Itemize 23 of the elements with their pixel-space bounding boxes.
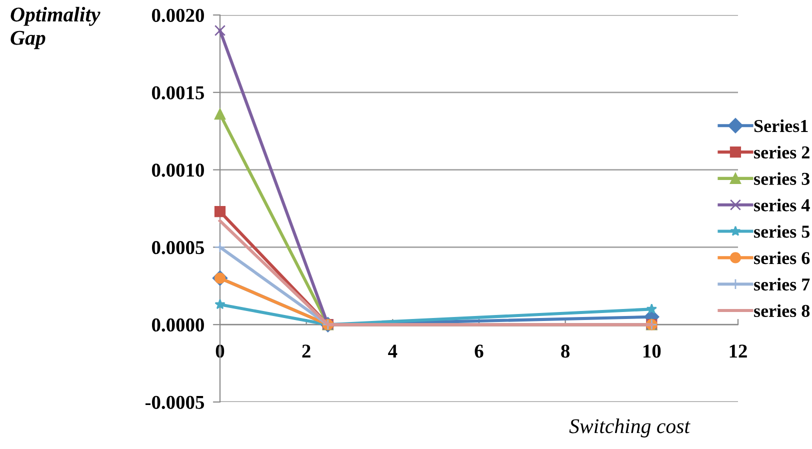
legend-label: series 2	[754, 146, 810, 159]
x-tick-label: 0	[216, 344, 224, 358]
y-tick-label: -0.0005	[145, 396, 204, 410]
x-tick-label: 8	[561, 344, 570, 358]
y-tick-label: 0.0005	[152, 241, 204, 254]
legend-label: Series1	[754, 119, 808, 132]
x-tick-label: 10	[644, 344, 661, 358]
legend-label: series 4	[754, 198, 810, 212]
x-tick-label: 12	[730, 344, 747, 358]
legend-label: series 3	[754, 172, 810, 185]
legend-label: series 5	[754, 225, 810, 238]
legend-label: series 7	[754, 278, 810, 291]
x-tick-label: 2	[302, 344, 310, 358]
y-tick-label: 0.0020	[152, 8, 204, 22]
x-axis-title: Switching cost	[569, 418, 690, 438]
y-axis-title: Optimality Gap	[10, 6, 100, 50]
y-tick-label: 0.0010	[152, 164, 204, 177]
y-tick-label: 0.0000	[152, 318, 204, 332]
legend-label: series 6	[754, 251, 810, 264]
x-tick-label: 6	[474, 344, 484, 358]
x-tick-label: 4	[388, 344, 398, 358]
legend-label: series 8	[754, 304, 810, 318]
y-tick-label: 0.0015	[152, 86, 204, 100]
